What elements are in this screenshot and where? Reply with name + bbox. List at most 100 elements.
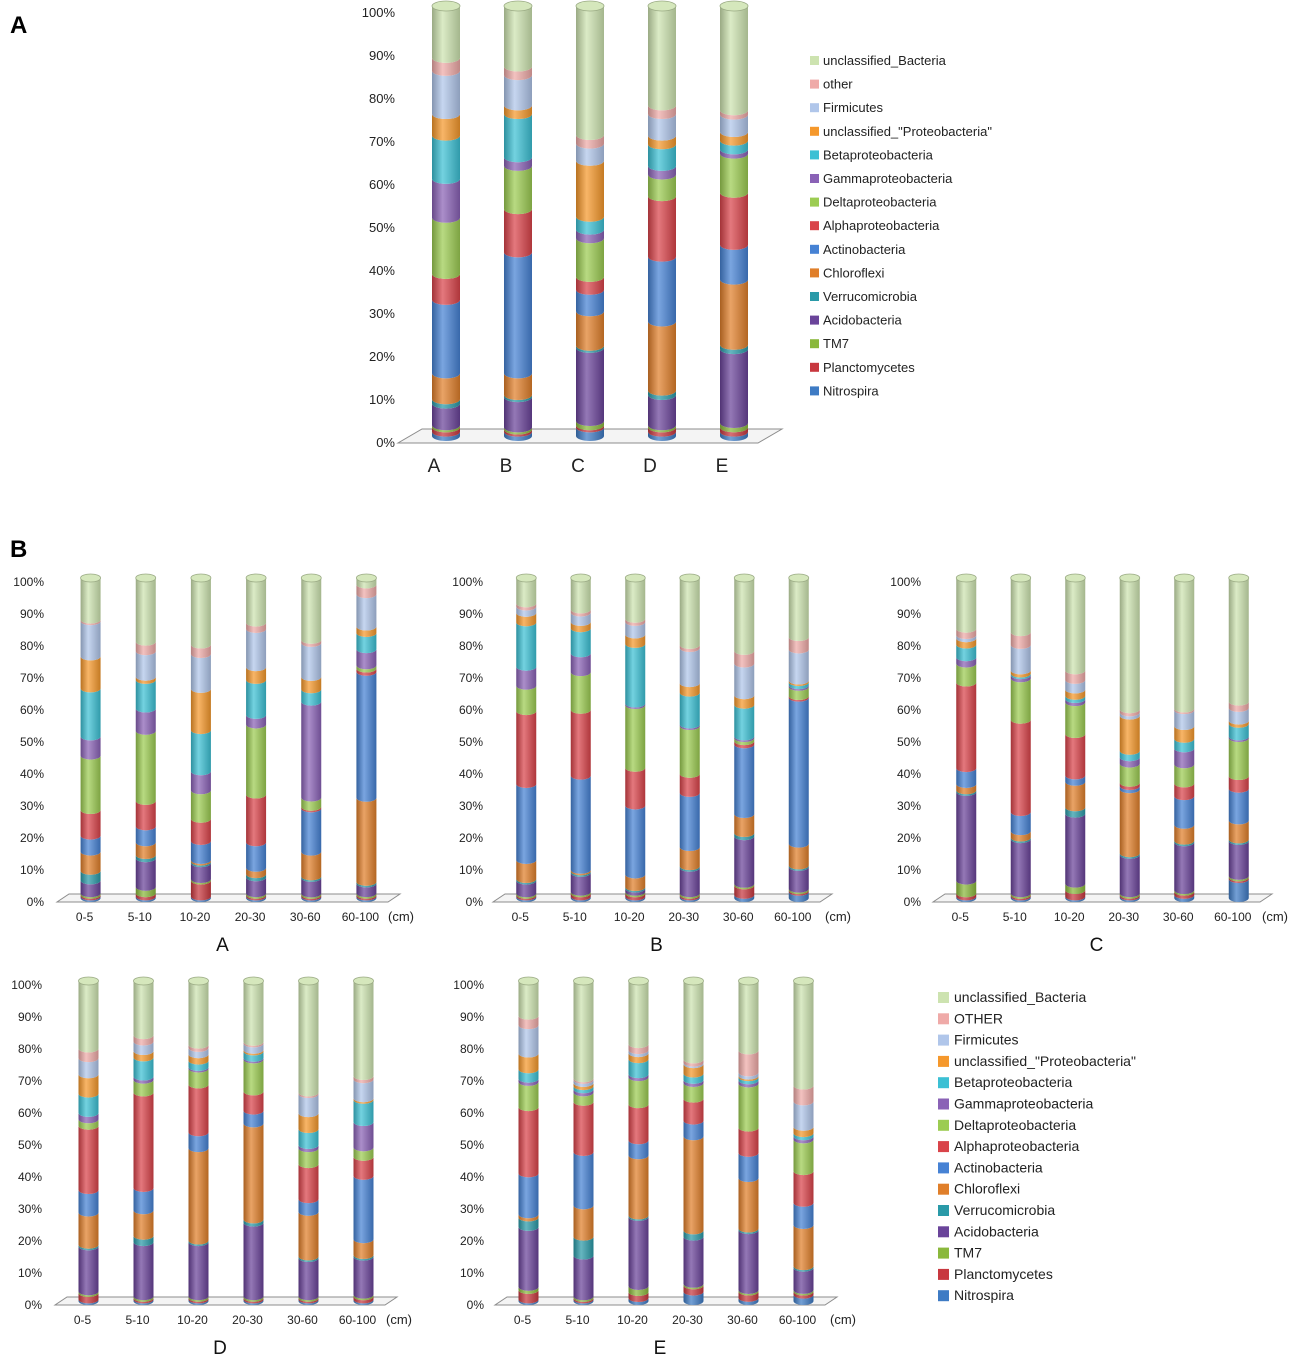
segment-deltaproteobacteria bbox=[190, 790, 211, 823]
segment-deltaproteobacteria bbox=[1228, 738, 1249, 781]
y-tick-label: 0% bbox=[27, 895, 45, 909]
segment-betaproteobacteria bbox=[78, 1093, 99, 1117]
segment-acidobacteria bbox=[353, 1256, 374, 1299]
bar-top-cap bbox=[793, 976, 814, 986]
segment-other bbox=[683, 1059, 704, 1067]
segment-chloroflexi bbox=[356, 797, 377, 886]
legend-label: unclassified_Bacteria bbox=[954, 989, 1087, 1005]
legend-label: Acidobacteria bbox=[823, 313, 903, 328]
floor-plane bbox=[53, 1296, 399, 1306]
y-tick-label: 60% bbox=[459, 703, 483, 717]
bar-top-cap bbox=[300, 573, 322, 583]
segment-unclassified-bacteria bbox=[570, 578, 591, 614]
y-tick-label: 80% bbox=[459, 639, 483, 653]
segment-deltaproteobacteria bbox=[720, 153, 748, 198]
segment-firmicutes bbox=[516, 606, 537, 617]
bar-20-30 bbox=[679, 573, 701, 902]
segment-verrucomicrobia bbox=[648, 390, 676, 400]
segment-betaproteobacteria bbox=[683, 1073, 704, 1084]
legend-label: OTHER bbox=[954, 1010, 1003, 1026]
segment-firmicutes bbox=[356, 594, 377, 631]
segment-deltaproteobacteria bbox=[518, 1081, 539, 1112]
segment-unclassified-bacteria bbox=[1119, 578, 1140, 714]
segment-unclassified-bacteria bbox=[738, 981, 759, 1055]
segment-actinobacteria bbox=[516, 783, 537, 864]
x-axis: 0-5 5-10 10-20 20-30 30-60 60-100 (cm) bbox=[74, 1312, 412, 1327]
x-tick-label: 30-60 bbox=[290, 910, 321, 924]
x-tick-label: 5-10 bbox=[125, 1313, 149, 1327]
y-tick-label: 0% bbox=[25, 1298, 43, 1312]
segment-actinobacteria bbox=[679, 792, 700, 852]
segment-alphaproteobacteria bbox=[1065, 734, 1086, 780]
segment-nitrospira bbox=[353, 1299, 374, 1305]
x-tick-label: 5-10 bbox=[128, 910, 152, 924]
segment-firmicutes bbox=[720, 114, 748, 137]
bar-0-5 bbox=[80, 573, 101, 902]
segment-verrucomicrobia bbox=[1010, 837, 1031, 844]
segment-nitrospira bbox=[298, 1299, 319, 1305]
y-tick-label: 100% bbox=[13, 575, 44, 589]
legend-swatch bbox=[810, 126, 819, 136]
segment-nitrospira bbox=[956, 896, 977, 902]
legend-label: Planctomycetes bbox=[954, 1266, 1053, 1282]
segment-other bbox=[298, 1092, 319, 1099]
bar-d bbox=[647, 0, 677, 441]
segment-planctomycetes bbox=[576, 425, 604, 433]
segment-chloroflexi bbox=[518, 1214, 539, 1222]
segment-unclassified-bacteria bbox=[353, 981, 374, 1081]
legend-swatch bbox=[810, 315, 819, 325]
segment-tm7 bbox=[683, 1283, 704, 1290]
segment-alphaproteobacteria bbox=[738, 1127, 759, 1157]
segment-acidobacteria bbox=[573, 1255, 594, 1301]
segment-unclassified-bacteria bbox=[793, 981, 814, 1090]
y-tick-label: 60% bbox=[369, 177, 395, 192]
y-tick-label: 30% bbox=[460, 1202, 484, 1216]
segment-deltaproteobacteria bbox=[1174, 764, 1195, 788]
segment-alphaproteobacteria bbox=[301, 806, 322, 813]
legend-label: Actinobacteria bbox=[823, 242, 906, 257]
segment-firmicutes bbox=[298, 1094, 319, 1118]
segment-betaproteobacteria bbox=[648, 144, 676, 171]
segment-unclassified-bacteria bbox=[301, 578, 322, 644]
legend-swatch bbox=[810, 386, 819, 396]
legend-label: Deltaproteobacteria bbox=[823, 195, 937, 210]
bar-60-100 bbox=[356, 573, 377, 902]
segment-gammaproteobacteria bbox=[1065, 698, 1086, 707]
segment-unclassified-proteobacteria bbox=[298, 1113, 319, 1134]
segment-gammaproteobacteria bbox=[956, 657, 977, 668]
segment-tm7 bbox=[628, 1285, 649, 1296]
segment-chloroflexi bbox=[135, 842, 156, 860]
segment-nitrospira bbox=[1174, 894, 1195, 902]
bar-30-60 bbox=[738, 976, 759, 1305]
segment-tm7 bbox=[1174, 890, 1195, 896]
segment-gammaproteobacteria bbox=[356, 649, 377, 670]
segment-unclassified-proteobacteria bbox=[1010, 670, 1031, 678]
segment-unclassified-bacteria bbox=[1228, 578, 1249, 706]
segment-actinobacteria bbox=[573, 1151, 594, 1210]
y-tick-label: 20% bbox=[20, 831, 44, 845]
bar-top-cap bbox=[243, 976, 264, 986]
segment-betaproteobacteria bbox=[298, 1129, 319, 1149]
y-tick-label: 50% bbox=[20, 735, 44, 749]
segment-other bbox=[648, 105, 676, 120]
y-tick-label: 70% bbox=[20, 671, 44, 685]
bar-30-60 bbox=[300, 573, 322, 902]
segment-alphaproteobacteria bbox=[1228, 776, 1249, 793]
segment-deltaproteobacteria bbox=[793, 1139, 814, 1176]
y-tick-label: 10% bbox=[459, 863, 483, 877]
segment-acidobacteria bbox=[628, 1216, 649, 1290]
segment-unclassified-proteobacteria bbox=[190, 688, 211, 735]
segment-chloroflexi bbox=[738, 1178, 759, 1233]
subchart-title: B bbox=[650, 935, 663, 956]
legend-label: Planctomycetes bbox=[823, 360, 915, 375]
segment-planctomycetes bbox=[956, 893, 977, 901]
bar-top-cap bbox=[298, 976, 319, 986]
segment-other bbox=[573, 1078, 594, 1084]
y-tick-label: 70% bbox=[897, 671, 921, 685]
segment-other bbox=[518, 1015, 539, 1030]
segment-gammaproteobacteria bbox=[133, 1076, 154, 1084]
segment-verrucomicrobia bbox=[246, 874, 267, 882]
segment-betaproteobacteria bbox=[573, 1086, 594, 1094]
segment-betaproteobacteria bbox=[246, 679, 267, 719]
segment-deltaproteobacteria bbox=[1065, 702, 1086, 739]
